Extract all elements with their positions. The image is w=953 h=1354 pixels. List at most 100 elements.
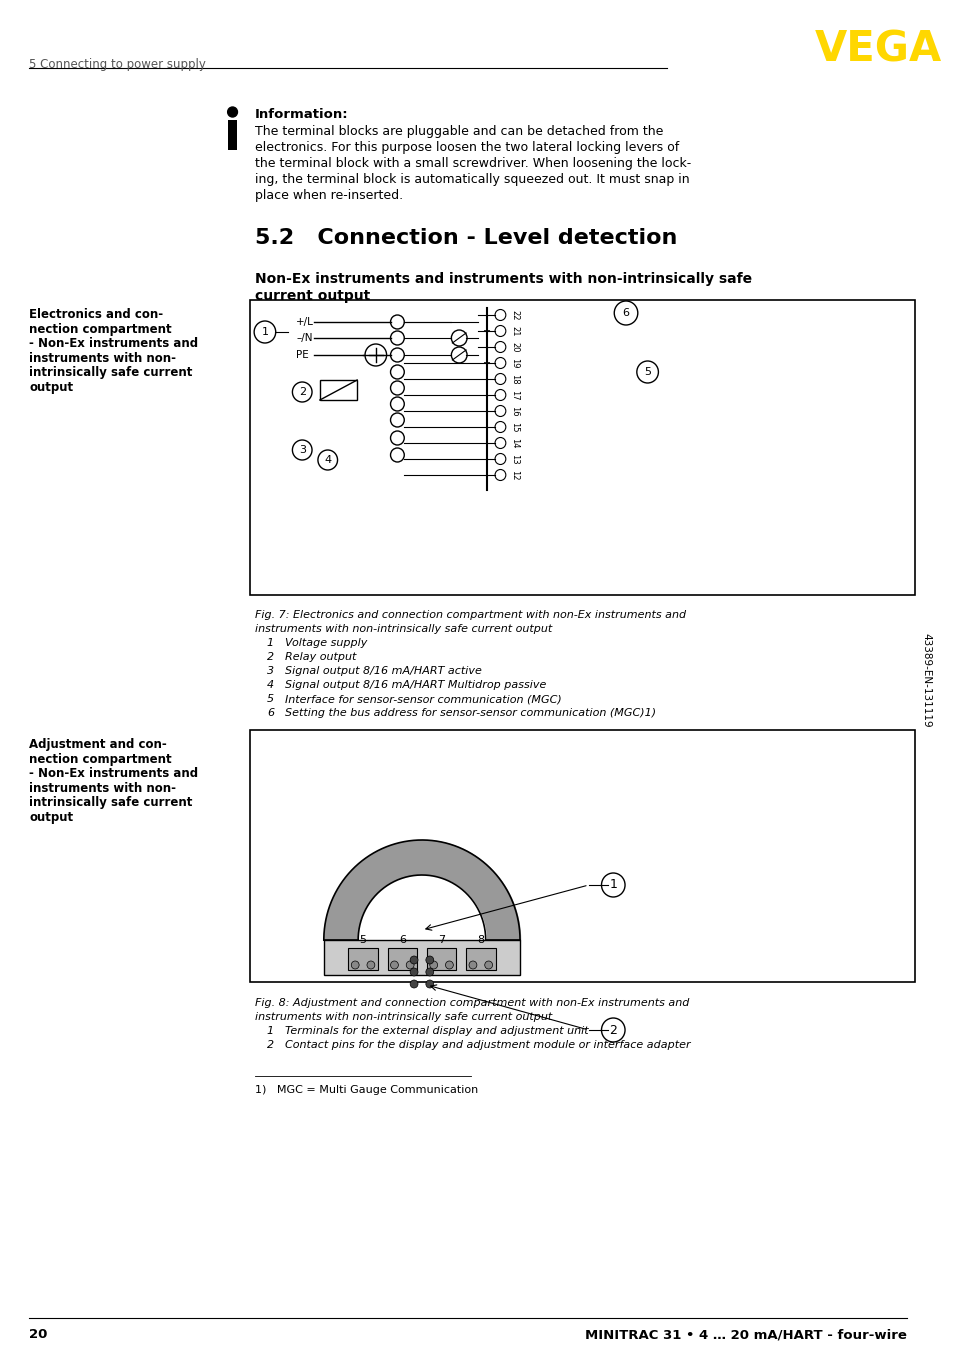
Text: the terminal block with a small screwdriver. When loosening the lock-: the terminal block with a small screwdri… (254, 157, 691, 171)
FancyBboxPatch shape (319, 380, 356, 399)
Text: 17: 17 (510, 390, 518, 401)
Circle shape (367, 961, 375, 969)
Text: 20: 20 (30, 1328, 48, 1340)
Text: output: output (30, 380, 73, 394)
Text: –/N: –/N (296, 333, 313, 343)
Text: VEGA: VEGA (814, 28, 941, 70)
Text: 2: 2 (267, 1040, 274, 1049)
FancyBboxPatch shape (387, 948, 416, 969)
Text: +: + (481, 326, 489, 336)
Circle shape (406, 961, 414, 969)
FancyBboxPatch shape (348, 948, 377, 969)
Text: 5 Connecting to power supply: 5 Connecting to power supply (30, 58, 206, 70)
Text: 3: 3 (267, 666, 274, 676)
Circle shape (390, 961, 398, 969)
Text: 16: 16 (510, 406, 518, 416)
Text: 5: 5 (359, 936, 366, 945)
Text: 1: 1 (267, 1026, 274, 1036)
Circle shape (351, 961, 358, 969)
Text: 20: 20 (510, 341, 518, 352)
Text: 7: 7 (437, 936, 445, 945)
Text: +: + (481, 357, 489, 368)
Text: Terminals for the external display and adjustment unit: Terminals for the external display and a… (284, 1026, 588, 1036)
FancyBboxPatch shape (250, 730, 915, 982)
Text: 14: 14 (510, 437, 518, 448)
Text: 5.2   Connection - Level detection: 5.2 Connection - Level detection (254, 227, 677, 248)
Circle shape (425, 968, 434, 976)
Text: instruments with non-intrinsically safe current output: instruments with non-intrinsically safe … (254, 1011, 552, 1022)
Text: 6: 6 (622, 307, 629, 318)
Text: The terminal blocks are pluggable and can be detached from the: The terminal blocks are pluggable and ca… (254, 125, 662, 138)
Text: 21: 21 (510, 326, 518, 336)
FancyBboxPatch shape (250, 301, 915, 594)
Text: 2: 2 (267, 653, 274, 662)
Text: Contact pins for the display and adjustment module or interface adapter: Contact pins for the display and adjustm… (284, 1040, 689, 1049)
Text: -: - (483, 343, 487, 352)
Text: Electronics and con-: Electronics and con- (30, 307, 163, 321)
Text: +/L: +/L (296, 317, 314, 328)
FancyBboxPatch shape (426, 948, 456, 969)
Text: 1: 1 (609, 879, 617, 891)
Text: Adjustment and con-: Adjustment and con- (30, 738, 167, 751)
Text: 5: 5 (643, 367, 651, 376)
Circle shape (430, 961, 437, 969)
FancyBboxPatch shape (323, 940, 519, 975)
Circle shape (365, 344, 386, 366)
Text: 22: 22 (510, 310, 518, 321)
FancyBboxPatch shape (228, 121, 237, 150)
Text: 15: 15 (510, 421, 518, 432)
Text: Voltage supply: Voltage supply (284, 638, 367, 649)
Circle shape (469, 961, 476, 969)
Text: nection compartment: nection compartment (30, 322, 172, 336)
Text: 4: 4 (324, 455, 331, 464)
Text: PE: PE (296, 349, 309, 360)
Text: instruments with non-intrinsically safe current output: instruments with non-intrinsically safe … (254, 624, 552, 634)
Circle shape (445, 961, 453, 969)
Text: 1: 1 (267, 638, 274, 649)
Circle shape (425, 956, 434, 964)
Text: - Non-Ex instruments and: - Non-Ex instruments and (30, 766, 198, 780)
Text: Relay output: Relay output (284, 653, 355, 662)
Text: 1)   MGC = Multi Gauge Communication: 1) MGC = Multi Gauge Communication (254, 1085, 477, 1095)
Circle shape (228, 107, 237, 116)
Text: Interface for sensor-sensor communication (MGC): Interface for sensor-sensor communicatio… (284, 695, 560, 704)
Text: 19: 19 (510, 357, 518, 368)
Text: Fig. 7: Electronics and connection compartment with non-Ex instruments and: Fig. 7: Electronics and connection compa… (254, 611, 685, 620)
Text: 18: 18 (510, 374, 518, 385)
Text: -: - (483, 310, 487, 320)
Text: instruments with non-: instruments with non- (30, 781, 176, 795)
Text: output: output (30, 811, 73, 823)
Circle shape (425, 980, 434, 988)
FancyBboxPatch shape (466, 948, 495, 969)
Text: 1: 1 (261, 328, 268, 337)
Circle shape (410, 968, 417, 976)
Text: 6: 6 (267, 708, 274, 718)
Text: 13: 13 (510, 454, 518, 464)
Text: - Non-Ex instruments and: - Non-Ex instruments and (30, 337, 198, 349)
Text: 6: 6 (398, 936, 405, 945)
Circle shape (410, 956, 417, 964)
Text: electronics. For this purpose loosen the two lateral locking levers of: electronics. For this purpose loosen the… (254, 141, 679, 154)
Text: instruments with non-: instruments with non- (30, 352, 176, 364)
Text: nection compartment: nection compartment (30, 753, 172, 765)
Text: Fig. 8: Adjustment and connection compartment with non-Ex instruments and: Fig. 8: Adjustment and connection compar… (254, 998, 689, 1007)
Text: MINITRAC 31 • 4 … 20 mA/HART - four-wire: MINITRAC 31 • 4 … 20 mA/HART - four-wire (584, 1328, 905, 1340)
Text: intrinsically safe current: intrinsically safe current (30, 796, 193, 808)
Text: 12: 12 (510, 470, 518, 481)
Circle shape (484, 961, 492, 969)
Text: 8: 8 (476, 936, 484, 945)
Text: Information:: Information: (254, 108, 349, 121)
Text: intrinsically safe current: intrinsically safe current (30, 366, 193, 379)
Text: 43389-EN-131119: 43389-EN-131119 (921, 632, 930, 727)
Text: 2: 2 (609, 1024, 617, 1037)
Text: Setting the bus address for sensor-sensor communication (MGC)1): Setting the bus address for sensor-senso… (284, 708, 655, 718)
Text: 4: 4 (267, 680, 274, 691)
Text: place when re-inserted.: place when re-inserted. (254, 190, 403, 202)
Circle shape (410, 980, 417, 988)
Text: Non-Ex instruments and instruments with non-intrinsically safe: Non-Ex instruments and instruments with … (254, 272, 752, 286)
Text: Signal output 8/16 mA/HART Multidrop passive: Signal output 8/16 mA/HART Multidrop pas… (284, 680, 545, 691)
Text: 5: 5 (267, 695, 274, 704)
Text: Signal output 8/16 mA/HART active: Signal output 8/16 mA/HART active (284, 666, 481, 676)
Text: ing, the terminal block is automatically squeezed out. It must snap in: ing, the terminal block is automatically… (254, 173, 689, 185)
Text: current output: current output (254, 288, 370, 303)
